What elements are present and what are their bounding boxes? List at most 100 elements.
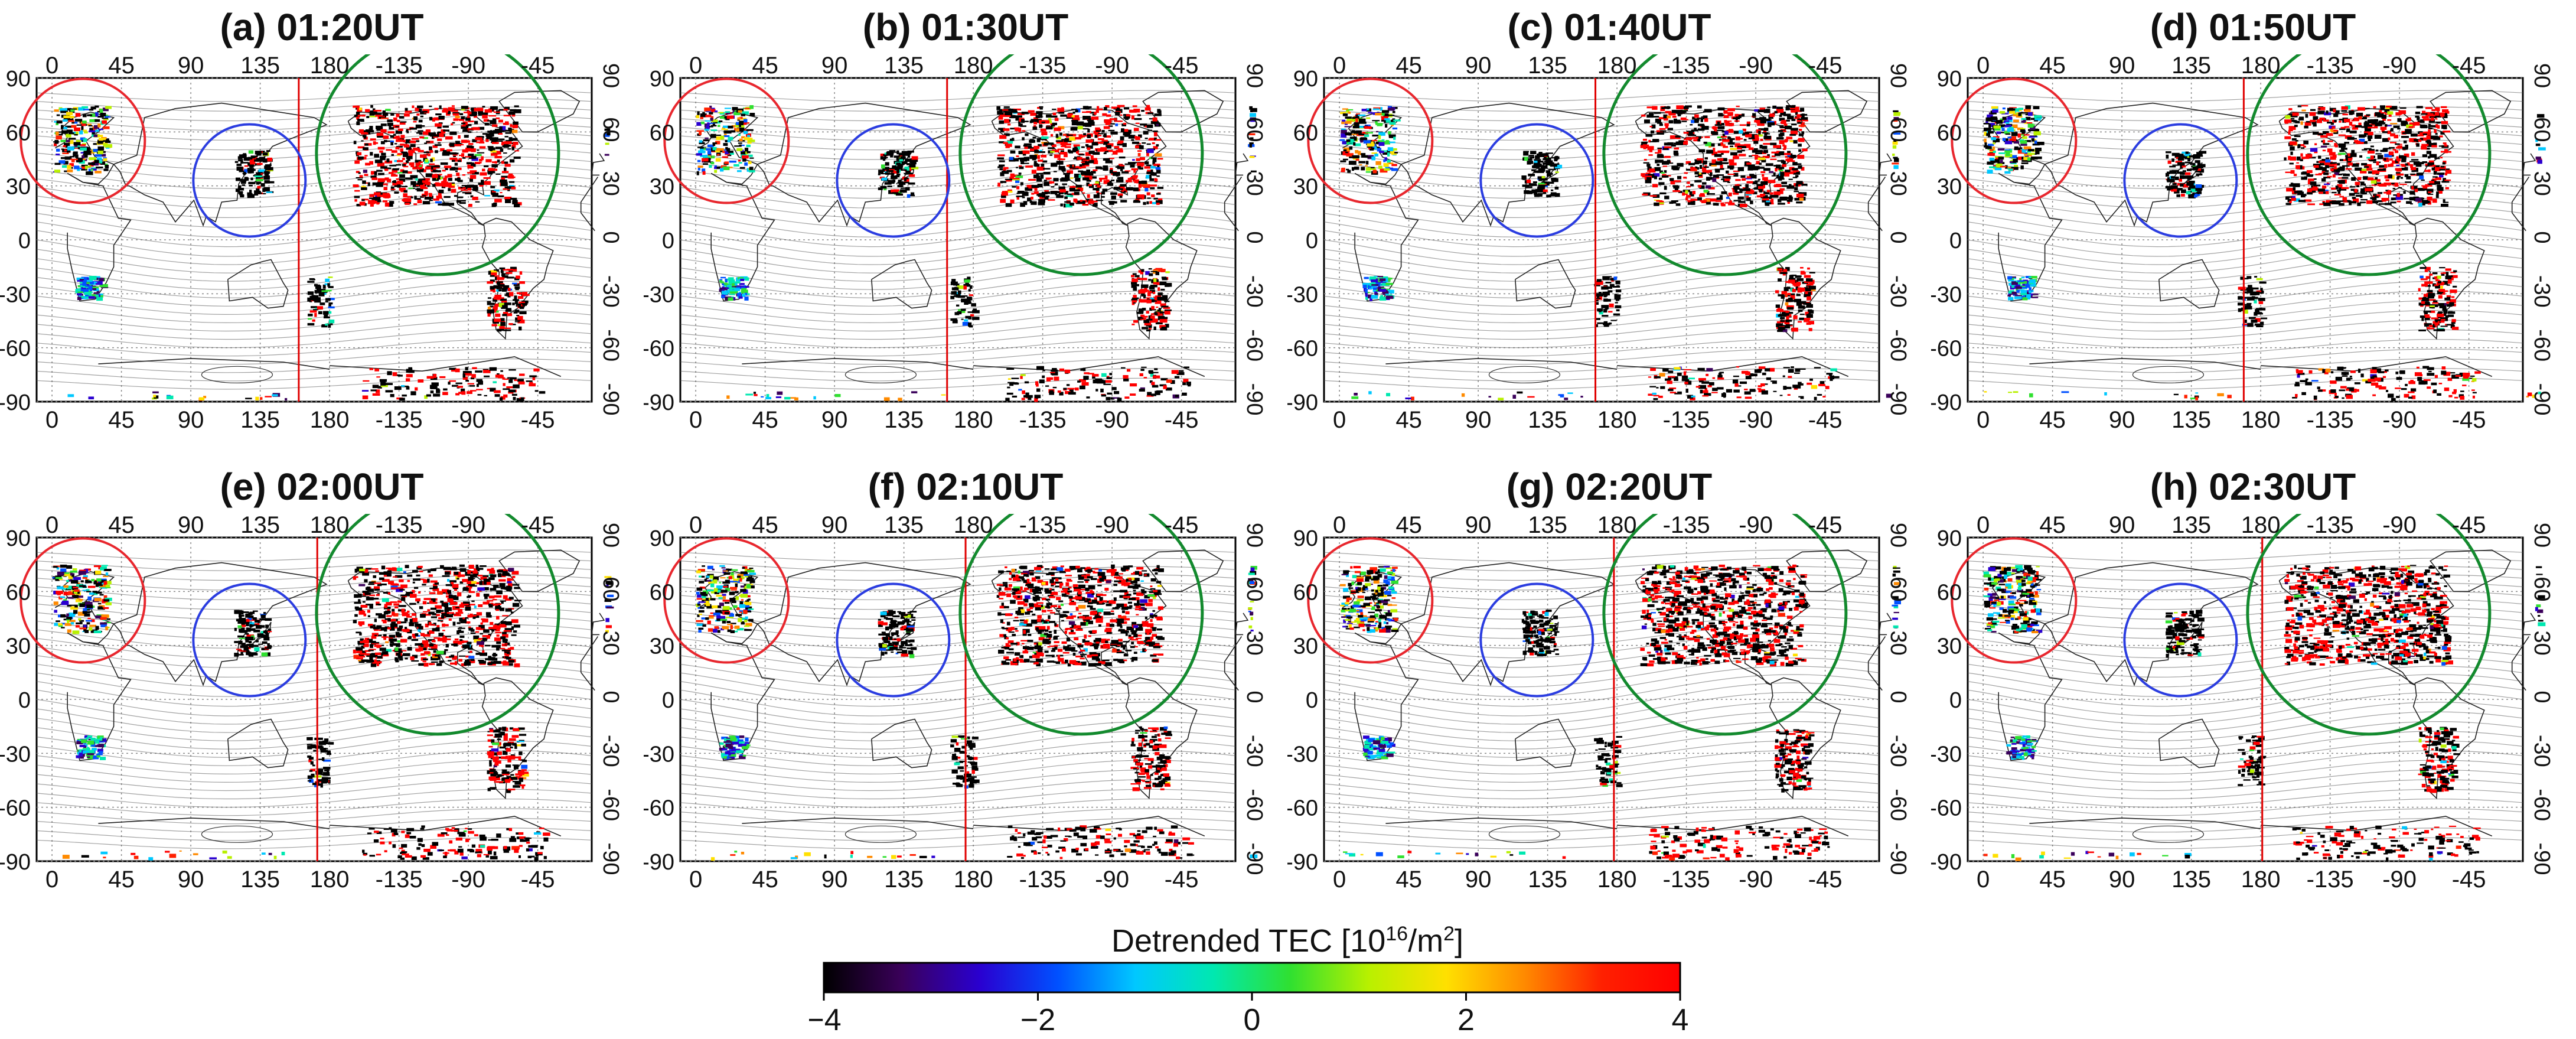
tec-point: [1049, 392, 1054, 395]
tec-point: [1113, 187, 1120, 190]
tec-point: [96, 294, 99, 297]
tec-point: [1785, 293, 1788, 298]
tec-point: [1733, 185, 1740, 190]
tec-point: [392, 169, 398, 173]
tec-point: [728, 285, 731, 286]
tec-point: [1386, 393, 1391, 396]
tec-point: [69, 163, 74, 167]
tec-point: [997, 110, 1003, 114]
tec-point: [1547, 172, 1553, 175]
tec-point: [606, 132, 611, 136]
tec-point: [1186, 382, 1191, 386]
tec-point: [364, 155, 368, 157]
tec-point: [1798, 287, 1804, 291]
tec-point: [1105, 380, 1112, 383]
tec-point: [739, 116, 743, 119]
tec-point: [90, 282, 94, 285]
tec-point: [744, 148, 749, 152]
tec-point: [74, 134, 78, 136]
tec-point: [429, 150, 433, 153]
tec-point: [1734, 120, 1740, 122]
tec-point: [726, 395, 730, 399]
tec-point: [1067, 113, 1073, 118]
tec-point: [509, 181, 515, 183]
tec-point: [1156, 123, 1159, 126]
tec-point: [1106, 179, 1110, 183]
tec-point: [738, 142, 742, 144]
tec-point: [1794, 198, 1799, 201]
tec-point: [1669, 387, 1677, 389]
tec-point: [1603, 309, 1607, 313]
tec-point: [1382, 141, 1390, 145]
panel-title: (b) 01:30UT: [862, 6, 1069, 48]
tec-point: [1183, 366, 1189, 369]
tec-point: [896, 169, 899, 174]
tec-point: [1782, 131, 1787, 132]
tec-point: [1371, 295, 1378, 299]
tec-point: [1089, 184, 1094, 188]
tec-point: [1002, 109, 1009, 111]
tec-point: [1387, 159, 1391, 163]
tec-point: [73, 152, 76, 157]
tec-point: [464, 373, 472, 376]
longitude-tick-label: 45: [752, 407, 778, 432]
tec-point: [97, 123, 101, 128]
tec-point: [1003, 167, 1009, 170]
tec-point: [1721, 191, 1727, 194]
tec-point: [497, 285, 504, 287]
tec-point: [422, 181, 431, 185]
tec-point: [1676, 105, 1684, 109]
tec-point: [396, 113, 400, 118]
tec-point: [716, 148, 724, 151]
tec-point: [1660, 108, 1665, 112]
tec-point: [1736, 146, 1742, 149]
tec-point: [1795, 286, 1799, 291]
tec-point: [1088, 119, 1094, 123]
tec-point: [513, 299, 520, 301]
tec-point: [744, 137, 750, 141]
tec-point: [1093, 183, 1099, 185]
tec-point: [953, 284, 956, 286]
tec-point: [1724, 178, 1730, 181]
tec-point: [1751, 134, 1757, 138]
tec-point: [1340, 112, 1346, 115]
contour-line: [1323, 339, 1880, 357]
tec-point: [1387, 106, 1392, 108]
tec-point: [56, 154, 60, 155]
tec-point: [1776, 309, 1783, 312]
tec-point: [1382, 152, 1388, 155]
tec-point: [369, 126, 373, 128]
tec-point: [1147, 392, 1152, 396]
tec-point: [444, 196, 451, 198]
tec-point: [1738, 200, 1742, 203]
tec-point: [442, 170, 446, 172]
tec-point: [739, 283, 745, 285]
tec-point: [1350, 133, 1357, 135]
tec-point: [249, 190, 252, 194]
tec-point: [725, 278, 728, 282]
tec-point: [510, 124, 513, 128]
tec-point: [898, 152, 905, 157]
tec-point: [1117, 142, 1123, 146]
tec-point: [1105, 105, 1110, 108]
tec-point: [358, 108, 362, 110]
tec-point: [1792, 289, 1796, 292]
tec-point: [1018, 151, 1025, 154]
tec-point: [892, 151, 899, 153]
tec-point: [709, 111, 713, 115]
tec-point: [1146, 143, 1151, 145]
tec-point: [953, 295, 958, 297]
tec-point: [1745, 376, 1752, 380]
tec-point: [1147, 291, 1152, 294]
tec-point: [1779, 196, 1788, 201]
tec-point: [431, 382, 439, 386]
tec-point: [777, 391, 783, 395]
tec-point: [490, 387, 496, 392]
tec-point: [999, 113, 1006, 117]
contour-line: [36, 300, 592, 324]
tec-point: [1111, 196, 1116, 200]
tec-point: [1385, 124, 1388, 128]
tec-point: [1735, 143, 1740, 145]
contour-line: [1323, 206, 1880, 237]
tec-point: [1110, 168, 1113, 170]
